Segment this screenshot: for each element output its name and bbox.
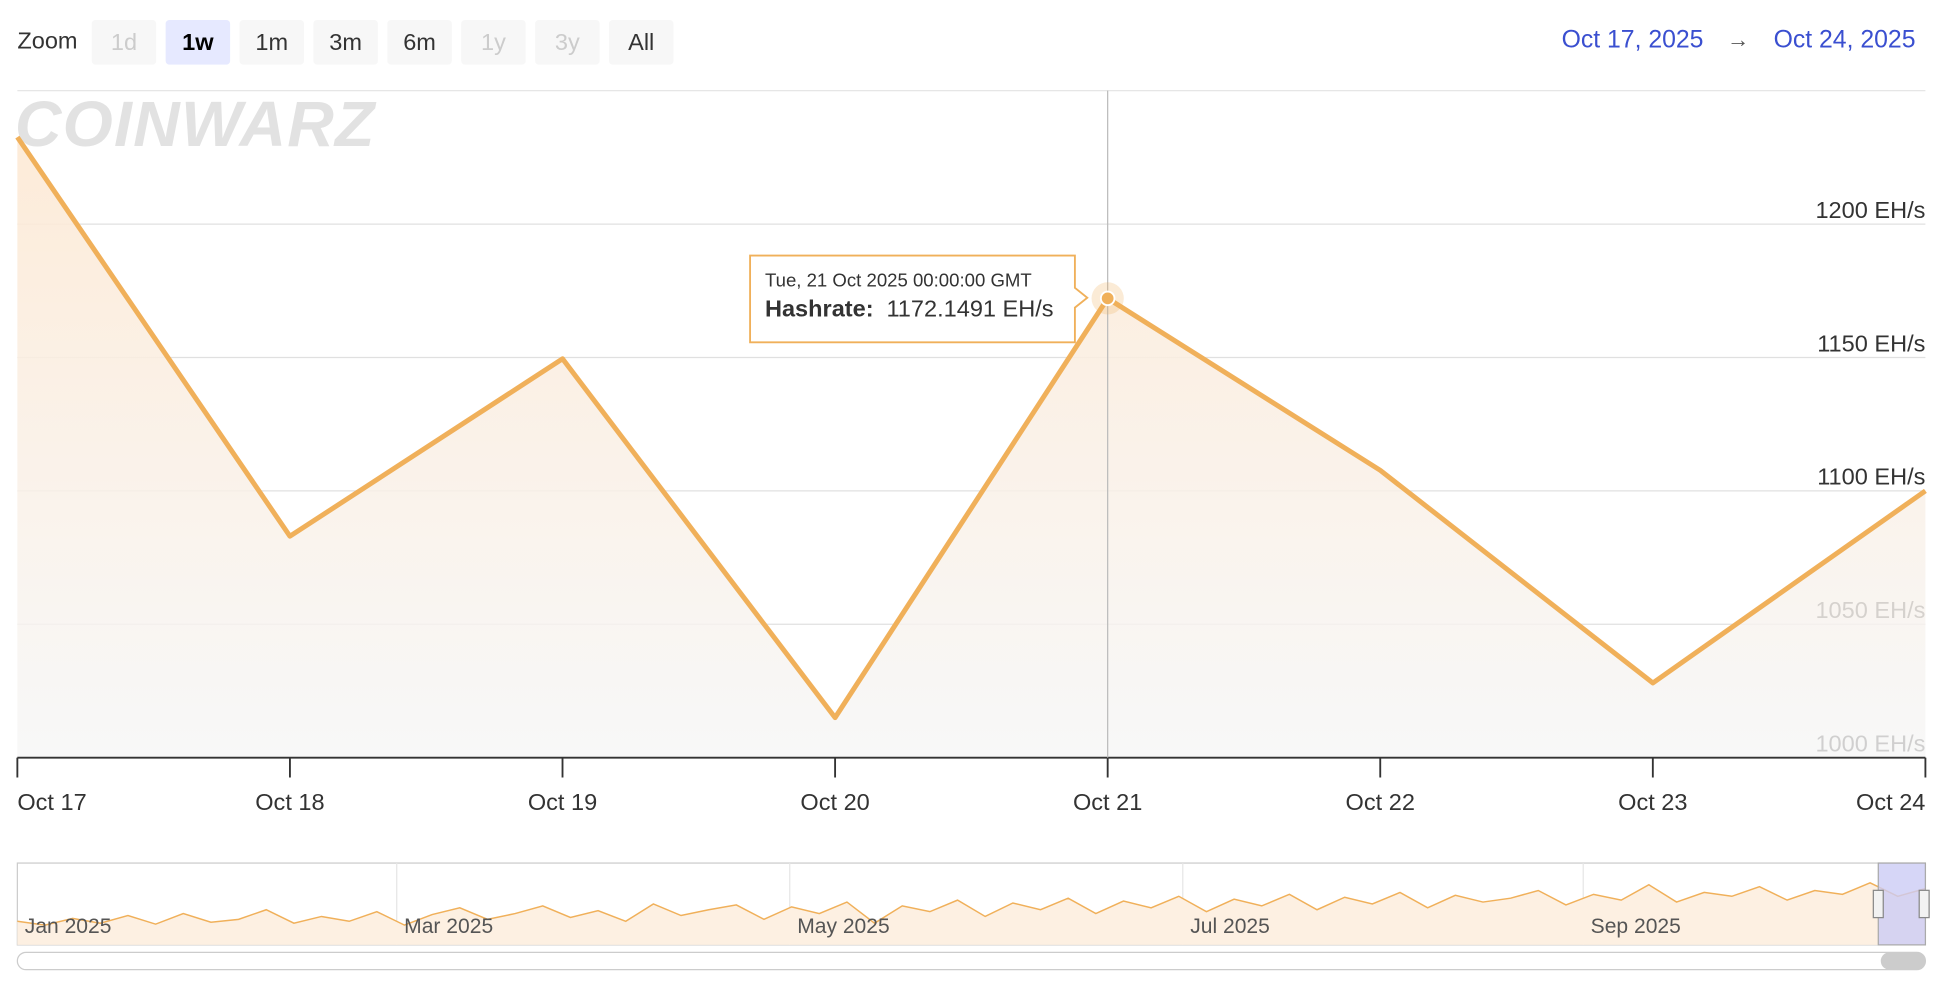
zoom-button: 3y: [535, 19, 600, 65]
zoom-button: 1y: [461, 19, 526, 65]
button-bg: [608, 19, 674, 65]
button-label: 1y: [481, 29, 506, 55]
zoom-button[interactable]: 1w: [165, 19, 231, 65]
x-tick-label: Oct 23: [1618, 789, 1687, 815]
tooltip-date: Tue, 21 Oct 2025 00:00:00 GMT: [765, 270, 1032, 291]
x-tick-label: Oct 20: [800, 789, 869, 815]
tooltip-box: [749, 254, 1089, 344]
button-bg: [91, 19, 157, 65]
y-tick-label: 1100 EH/s: [1817, 464, 1925, 490]
button-label: 1w: [182, 29, 214, 55]
button-label: 3m: [329, 29, 362, 55]
x-tick-label: Oct 18: [255, 789, 324, 815]
button-bg: [535, 19, 600, 65]
date-from[interactable]: Oct 17, 2025: [1562, 27, 1704, 54]
x-tick-label: Oct 21: [1073, 789, 1142, 815]
zoom-button[interactable]: 1m: [239, 19, 304, 65]
tooltip-value: 1172.1491 EH/s: [886, 295, 1053, 321]
zoom-button[interactable]: 6m: [387, 19, 452, 65]
navigator-label: Jan 2025: [25, 915, 112, 938]
button-label: 6m: [403, 29, 436, 55]
hover-point: [1099, 290, 1116, 307]
date-to[interactable]: Oct 24, 2025: [1774, 27, 1916, 54]
y-tick-label: 1200 EH/s: [1815, 197, 1925, 223]
watermark: COINWARZ: [15, 88, 377, 160]
navigator-label: May 2025: [797, 915, 890, 938]
navigator-handle[interactable]: [1872, 889, 1884, 919]
zoom-label: Zoom: [17, 28, 77, 54]
x-tick-label: Oct 19: [528, 789, 597, 815]
x-tick-label: Oct 22: [1346, 789, 1415, 815]
scrollbar-thumb[interactable]: [1880, 952, 1926, 970]
navigator-label: Sep 2025: [1591, 915, 1681, 938]
button-label: 3y: [555, 29, 580, 55]
button-bg: [387, 19, 452, 65]
button-bg: [239, 19, 304, 65]
y-tick-label: 1150 EH/s: [1817, 330, 1925, 356]
zoom-button[interactable]: 3m: [313, 19, 378, 65]
navigator-handle[interactable]: [1918, 889, 1930, 919]
zoom-button: 1d: [91, 19, 157, 65]
navigator-line: [17, 882, 1926, 926]
tooltip-label: Hashrate:: [765, 295, 874, 321]
scrollbar-track: [16, 951, 1927, 971]
x-tick-label: Oct 17: [17, 789, 86, 815]
button-bg: [461, 19, 526, 65]
navigator-label: Jul 2025: [1190, 915, 1270, 938]
button-label: 1m: [255, 29, 288, 55]
date-arrow: →: [1727, 27, 1749, 52]
button-bg: [165, 19, 231, 65]
button-label: All: [628, 29, 654, 55]
navigator-area: [17, 882, 1926, 945]
zoom-button[interactable]: All: [608, 19, 674, 65]
line: [15, 135, 1927, 721]
navigator-selection[interactable]: [1877, 862, 1927, 946]
button-label: 1d: [111, 29, 137, 55]
x-tick-label: Oct 24: [1856, 789, 1925, 815]
area: [17, 137, 1926, 758]
navigator-label: Mar 2025: [404, 915, 493, 938]
button-bg: [313, 19, 378, 65]
